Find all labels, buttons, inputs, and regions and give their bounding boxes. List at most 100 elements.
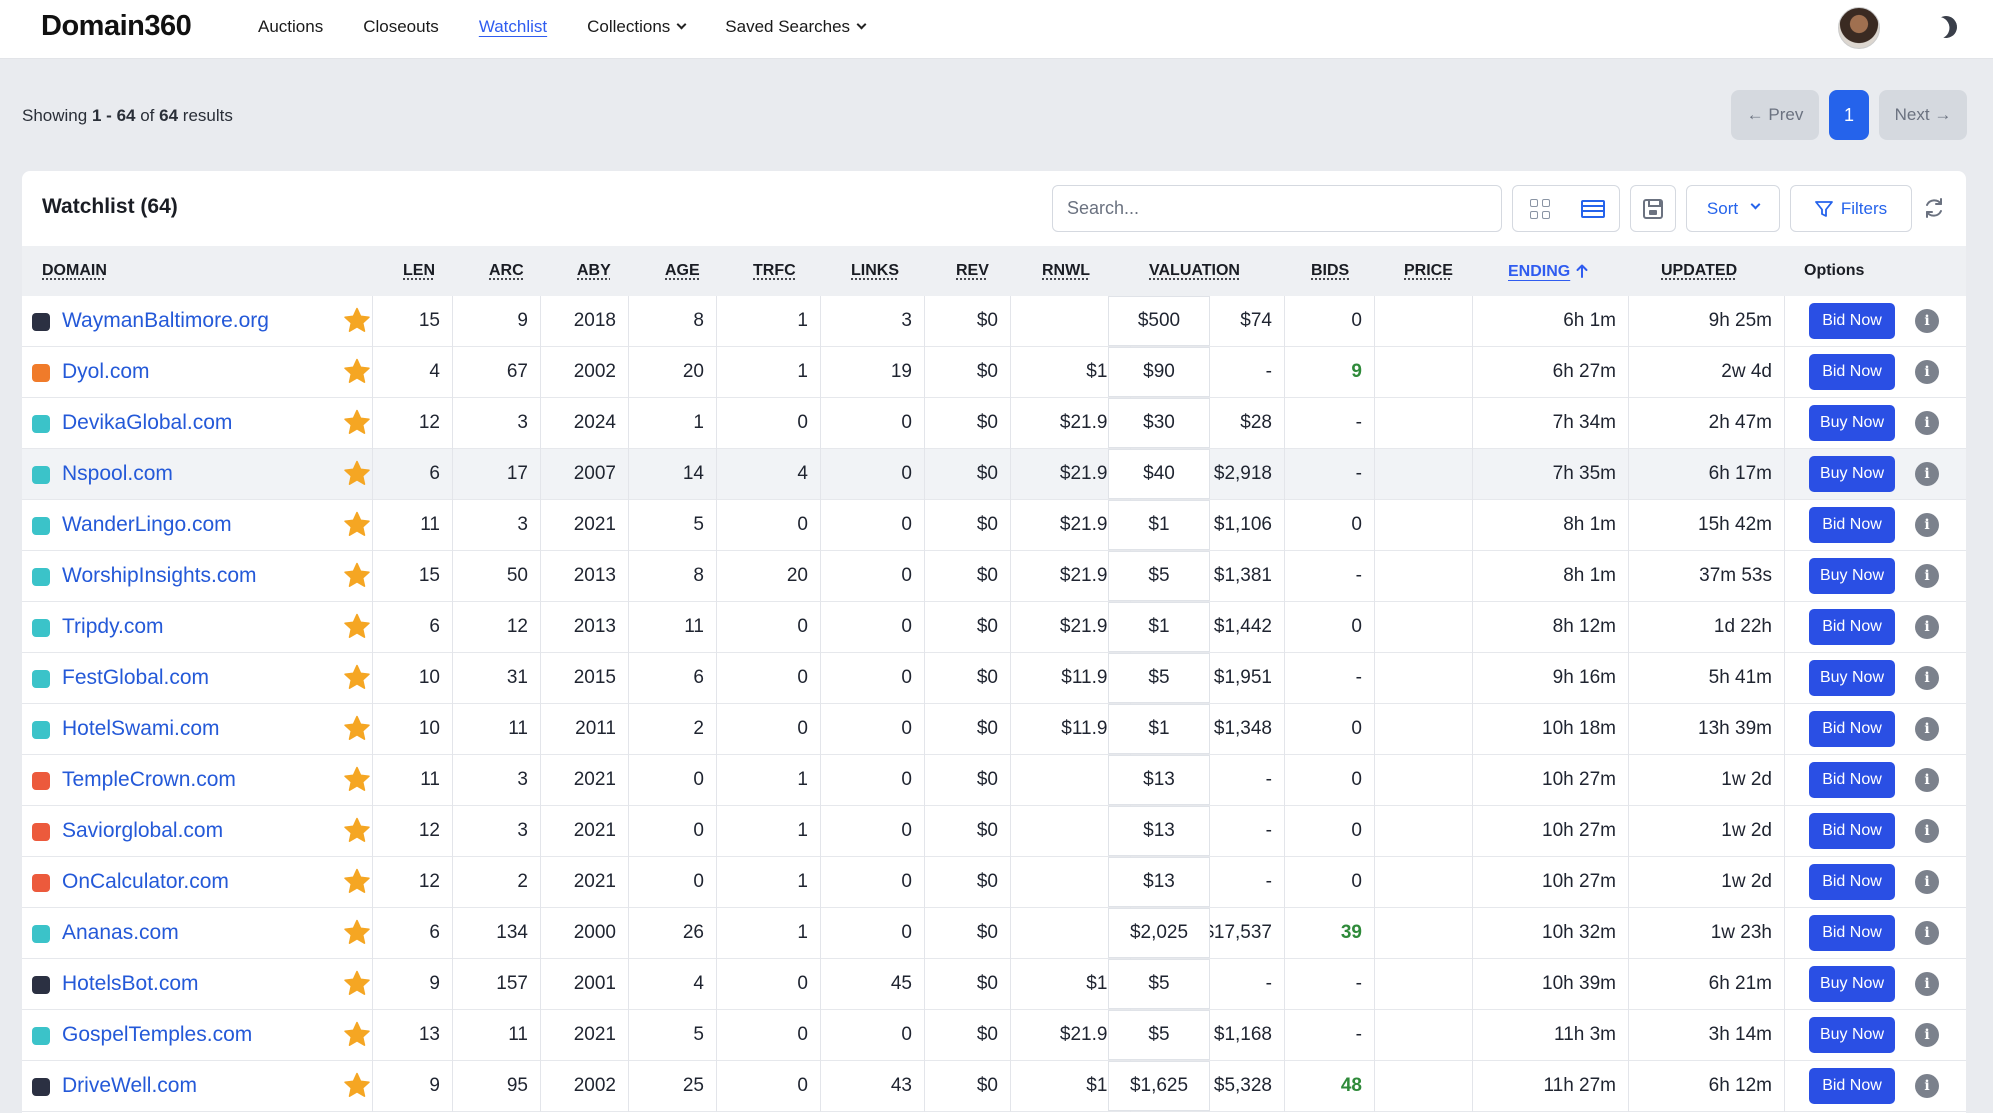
star-icon[interactable] [342,918,372,948]
buy-now-button[interactable]: Buy Now [1809,1017,1895,1053]
next-page-button[interactable]: Next → [1879,90,1967,140]
star-icon[interactable] [342,816,372,846]
info-icon[interactable]: i [1915,360,1939,384]
page-1-button[interactable]: 1 [1829,90,1869,140]
buy-now-button[interactable]: Buy Now [1809,456,1895,492]
domain-link[interactable]: GospelTemples.com [62,1023,253,1046]
bid-now-button[interactable]: Bid Now [1809,303,1895,339]
domain-link[interactable]: HotelsBot.com [62,972,199,995]
app-logo[interactable]: Domain360 [41,10,192,42]
info-icon[interactable]: i [1915,411,1939,435]
nav-saved-searches[interactable]: Saved Searches [725,17,867,37]
bid-now-button[interactable]: Bid Now [1809,711,1895,747]
domain-link[interactable]: Dyol.com [62,360,150,383]
domain-link[interactable]: WanderLingo.com [62,513,232,536]
col-bids[interactable]: BIDS [1311,262,1350,279]
bid-now-button[interactable]: Bid Now [1809,864,1895,900]
info-icon[interactable]: i [1915,513,1939,537]
col-updated[interactable]: UPDATED [1661,262,1738,279]
info-icon[interactable]: i [1915,870,1939,894]
info-icon[interactable]: i [1915,717,1939,741]
bid-now-button[interactable]: Bid Now [1809,354,1895,390]
column-divider [1284,857,1285,908]
nav-closeouts[interactable]: Closeouts [363,17,439,36]
col-domain[interactable]: DOMAIN [42,262,107,279]
info-icon[interactable]: i [1915,462,1939,486]
col-price[interactable]: PRICE [1404,262,1453,279]
domain-link[interactable]: FestGlobal.com [62,666,210,689]
star-icon[interactable] [342,1071,372,1101]
col-trfc[interactable]: TRFC [753,262,796,279]
info-icon[interactable]: i [1915,1023,1939,1047]
info-icon[interactable]: i [1915,768,1939,792]
col-ending[interactable]: ENDING [1508,262,1588,281]
bid-now-button[interactable]: Bid Now [1809,762,1895,798]
domain-link[interactable]: TempleCrown.com [62,768,236,791]
domain-link[interactable]: Ananas.com [62,921,179,944]
domain-link[interactable]: DriveWell.com [62,1074,197,1097]
sort-button[interactable]: Sort [1686,185,1780,232]
star-icon[interactable] [342,510,372,540]
filters-button[interactable]: Filters [1790,185,1912,232]
col-aby[interactable]: ABY [577,262,611,279]
cell-arc: 50 [506,565,528,586]
info-icon[interactable]: i [1915,309,1939,333]
domain-link[interactable]: Saviorglobal.com [62,819,224,842]
domain-link[interactable]: WorshipInsights.com [62,564,257,587]
col-links[interactable]: LINKS [851,262,899,279]
bid-now-button[interactable]: Bid Now [1809,813,1895,849]
nav-collections[interactable]: Collections [587,17,687,37]
info-icon[interactable]: i [1915,564,1939,588]
info-icon[interactable]: i [1915,1074,1939,1098]
col-age[interactable]: AGE [665,262,700,279]
star-icon[interactable] [342,969,372,999]
info-icon[interactable]: i [1915,615,1939,639]
star-icon[interactable] [342,408,372,438]
col-valuation[interactable]: VALUATION [1149,262,1240,279]
star-icon[interactable] [342,357,372,387]
cell-trfc: 1 [797,310,808,331]
star-icon[interactable] [342,714,372,744]
refresh-icon[interactable] [1922,196,1946,220]
bid-now-button[interactable]: Bid Now [1809,507,1895,543]
domain-link[interactable]: Tripdy.com [62,615,164,638]
save-button[interactable] [1630,185,1676,232]
info-icon[interactable]: i [1915,819,1939,843]
star-icon[interactable] [342,663,372,693]
grid-view-button[interactable] [1513,186,1566,231]
domain-link[interactable]: WaymanBaltimore.org [62,309,269,332]
user-avatar[interactable] [1838,7,1880,49]
nav-watchlist[interactable]: Watchlist [478,17,548,36]
domain-link[interactable]: OnCalculator.com [62,870,229,893]
star-icon[interactable] [342,612,372,642]
star-icon[interactable] [342,459,372,489]
col-rev[interactable]: REV [956,262,989,279]
buy-now-button[interactable]: Buy Now [1809,966,1895,1002]
star-icon[interactable] [342,867,372,897]
domain-link[interactable]: HotelSwami.com [62,717,220,740]
star-icon[interactable] [342,765,372,795]
bid-now-button[interactable]: Bid Now [1809,915,1895,951]
col-rnwl[interactable]: RNWL [1042,262,1090,279]
buy-now-button[interactable]: Buy Now [1809,405,1895,441]
bid-now-button[interactable]: Bid Now [1809,609,1895,645]
buy-now-button[interactable]: Buy Now [1809,660,1895,696]
table-view-button[interactable] [1566,186,1619,231]
star-icon[interactable] [342,561,372,591]
star-icon[interactable] [342,306,372,336]
buy-now-button[interactable]: Buy Now [1809,558,1895,594]
prev-page-button[interactable]: ← Prev [1731,90,1819,140]
search-input[interactable] [1052,185,1502,232]
bid-now-button[interactable]: Bid Now [1809,1068,1895,1104]
info-icon[interactable]: i [1915,921,1939,945]
dark-mode-icon[interactable] [1931,12,1961,42]
info-icon[interactable]: i [1915,666,1939,690]
star-icon[interactable] [342,1020,372,1050]
domain-link[interactable]: DevikaGlobal.com [62,411,233,434]
nav-auctions[interactable]: Auctions [258,17,324,36]
col-arc[interactable]: ARC [489,262,524,279]
col-len[interactable]: LEN [403,262,435,279]
domain-link[interactable]: Nspool.com [62,462,173,485]
info-icon[interactable]: i [1915,972,1939,996]
column-divider [1628,347,1629,398]
